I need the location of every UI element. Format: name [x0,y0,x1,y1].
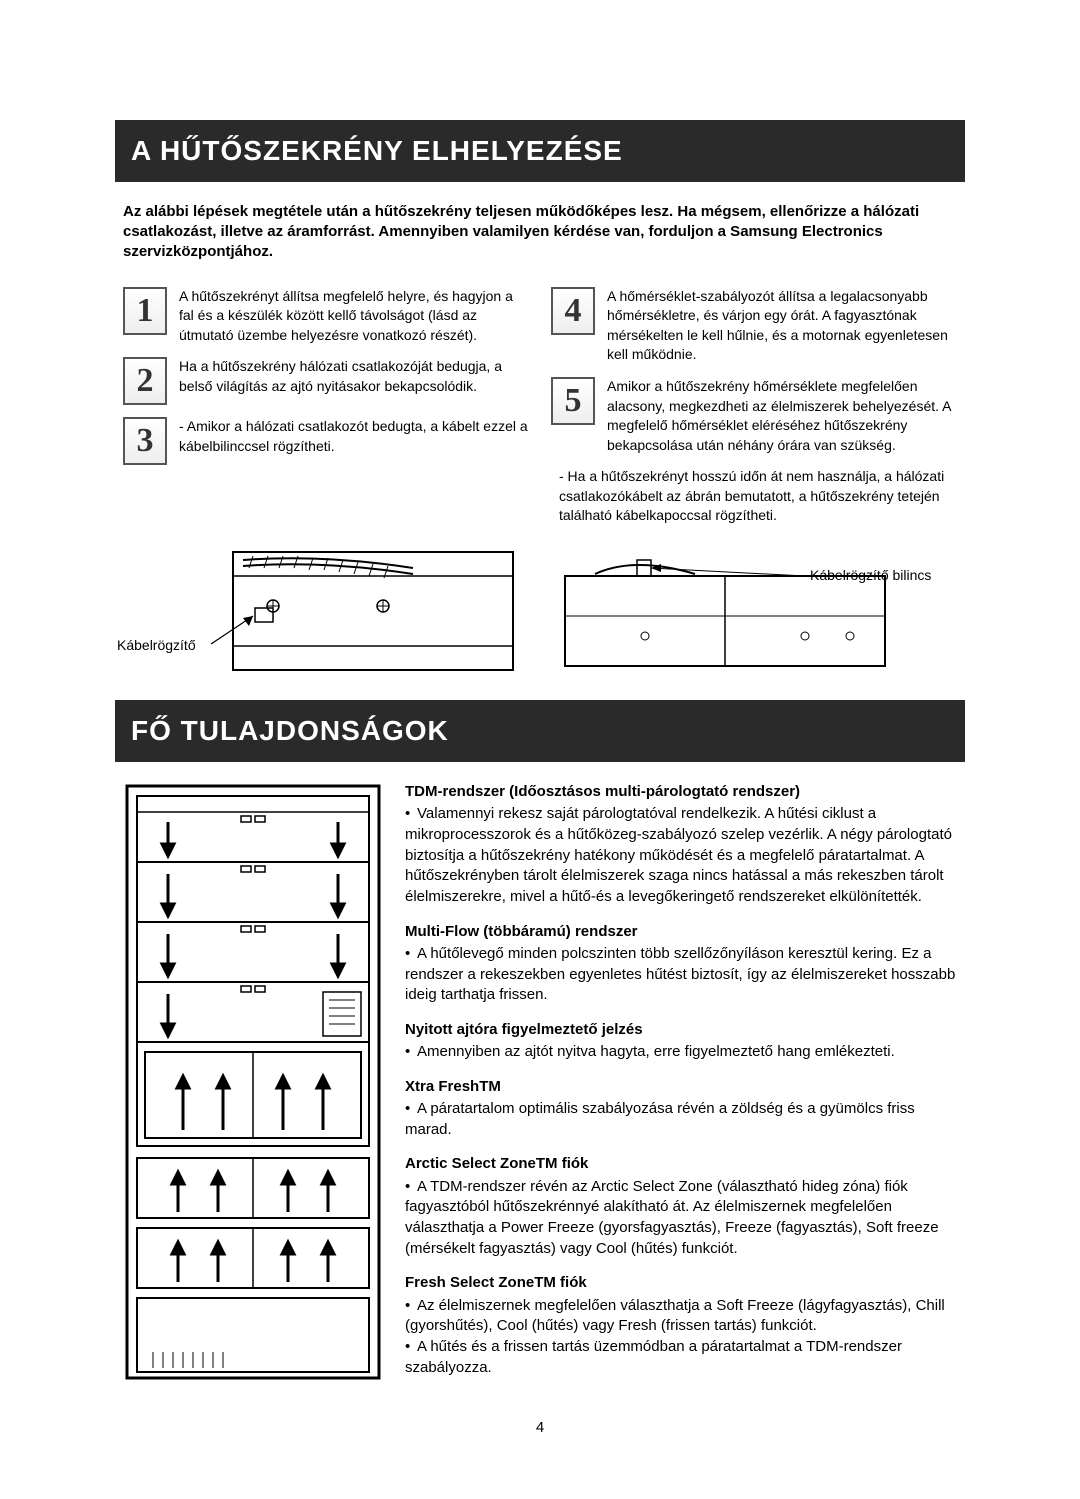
step-number: 2 [123,357,167,405]
steps-col-right: 4 A hőmérséklet-szabályozót állítsa a le… [551,287,957,533]
feature-body-text: Valamennyi rekesz saját párologtatóval r… [405,805,952,905]
step-number: 3 [123,417,167,465]
feature-body-text: A hűtés és a frissen tartás üzemmódban a… [405,1338,902,1376]
fridge-diagram [123,782,383,1393]
fridge-airflow-svg [123,782,383,1382]
intro-paragraph: Az alábbi lépések megtétele után a hűtős… [123,202,957,263]
feature-title: Xtra FreshTM [405,1077,957,1097]
feature-fresh-select: Fresh Select ZoneTM fiók •Az élelmiszern… [405,1273,957,1378]
diagram-cable-clip-right: Kábelrögzítő bilincs [555,546,957,676]
step-text: Ha a hűtőszekrény hálózati csatlakozóját… [179,357,529,396]
step-4: 4 A hőmérséklet-szabályozót állítsa a le… [551,287,957,365]
step-note-right: - Ha a hűtőszekrényt hosszú időn át nem … [559,467,949,526]
step-text: Amikor a hűtőszekrény hőmérséklete megfe… [607,377,957,455]
feature-title: Multi-Flow (többáramú) rendszer [405,922,957,942]
features-row: TDM-rendszer (Időosztásos multi-párologt… [123,782,957,1393]
feature-multiflow: Multi-Flow (többáramú) rendszer •A hűtől… [405,922,957,1006]
feature-body-text: A páratartalom optimális szabályozása ré… [405,1100,915,1138]
feature-body: •A hűtés és a frissen tartás üzemmódban … [405,1337,957,1378]
feature-body: •A hűtőlevegő minden polcszinten több sz… [405,944,957,1006]
section-title-features: FŐ TULAJDONSÁGOK [115,700,965,762]
diagram-label: Kábelrögzítő bilincs [810,566,931,584]
step-number: 4 [551,287,595,335]
cable-diagram-left [123,546,523,676]
feature-title: Nyitott ajtóra figyelmeztető jelzés [405,1020,957,1040]
steps-col-left: 1 A hűtőszekrényt állítsa megfelelő hely… [123,287,529,533]
feature-body-text: A hűtőlevegő minden polcszinten több sze… [405,945,955,1003]
feature-body: •A TDM-rendszer révén az Arctic Select Z… [405,1177,957,1260]
step-2: 2 Ha a hűtőszekrény hálózati csatlakozój… [123,357,529,405]
feature-body-text: A TDM-rendszer révén az Arctic Select Zo… [405,1178,939,1257]
section-title-placement: A HŰTŐSZEKRÉNY ELHELYEZÉSE [115,120,965,182]
page-number: 4 [115,1418,965,1438]
feature-title: TDM-rendszer (Időosztásos multi-párologt… [405,782,957,802]
step-text: - Amikor a hálózati csatlakozót bedugta,… [179,417,529,456]
feature-xtrafresh: Xtra FreshTM •A páratartalom optimális s… [405,1077,957,1141]
step-3: 3 - Amikor a hálózati csatlakozót bedugt… [123,417,529,465]
diagram-cable-clip-left: Kábelrögzítő [123,546,525,676]
feature-title: Fresh Select ZoneTM fiók [405,1273,957,1293]
feature-body: •Az élelmiszernek megfelelően választhat… [405,1296,957,1337]
step-text: A hőmérséklet-szabályozót állítsa a lega… [607,287,957,365]
step-text: A hűtőszekrényt állítsa megfelelő helyre… [179,287,529,346]
feature-arctic: Arctic Select ZoneTM fiók •A TDM-rendsze… [405,1154,957,1259]
step-1: 1 A hűtőszekrényt állítsa megfelelő hely… [123,287,529,346]
feature-tdm: TDM-rendszer (Időosztásos multi-párologt… [405,782,957,908]
feature-body: •Amennyiben az ajtót nyitva hagyta, erre… [405,1042,957,1063]
feature-text-column: TDM-rendszer (Időosztásos multi-párologt… [405,782,957,1393]
step-number: 1 [123,287,167,335]
feature-door-alarm: Nyitott ajtóra figyelmeztető jelzés •Ame… [405,1020,957,1063]
feature-body-text: Amennyiben az ajtót nyitva hagyta, erre … [417,1043,895,1060]
diagrams-row: Kábelrögzítő [123,546,957,676]
steps-row: 1 A hűtőszekrényt állítsa megfelelő hely… [123,287,957,533]
feature-title: Arctic Select ZoneTM fiók [405,1154,957,1174]
feature-body: •A páratartalom optimális szabályozása r… [405,1099,957,1140]
feature-body-text: Az élelmiszernek megfelelően választhatj… [405,1297,945,1335]
diagram-label: Kábelrögzítő [117,636,196,655]
step-5: 5 Amikor a hűtőszekrény hőmérséklete meg… [551,377,957,455]
feature-body: •Valamennyi rekesz saját párologtatóval … [405,804,957,907]
step-number: 5 [551,377,595,425]
